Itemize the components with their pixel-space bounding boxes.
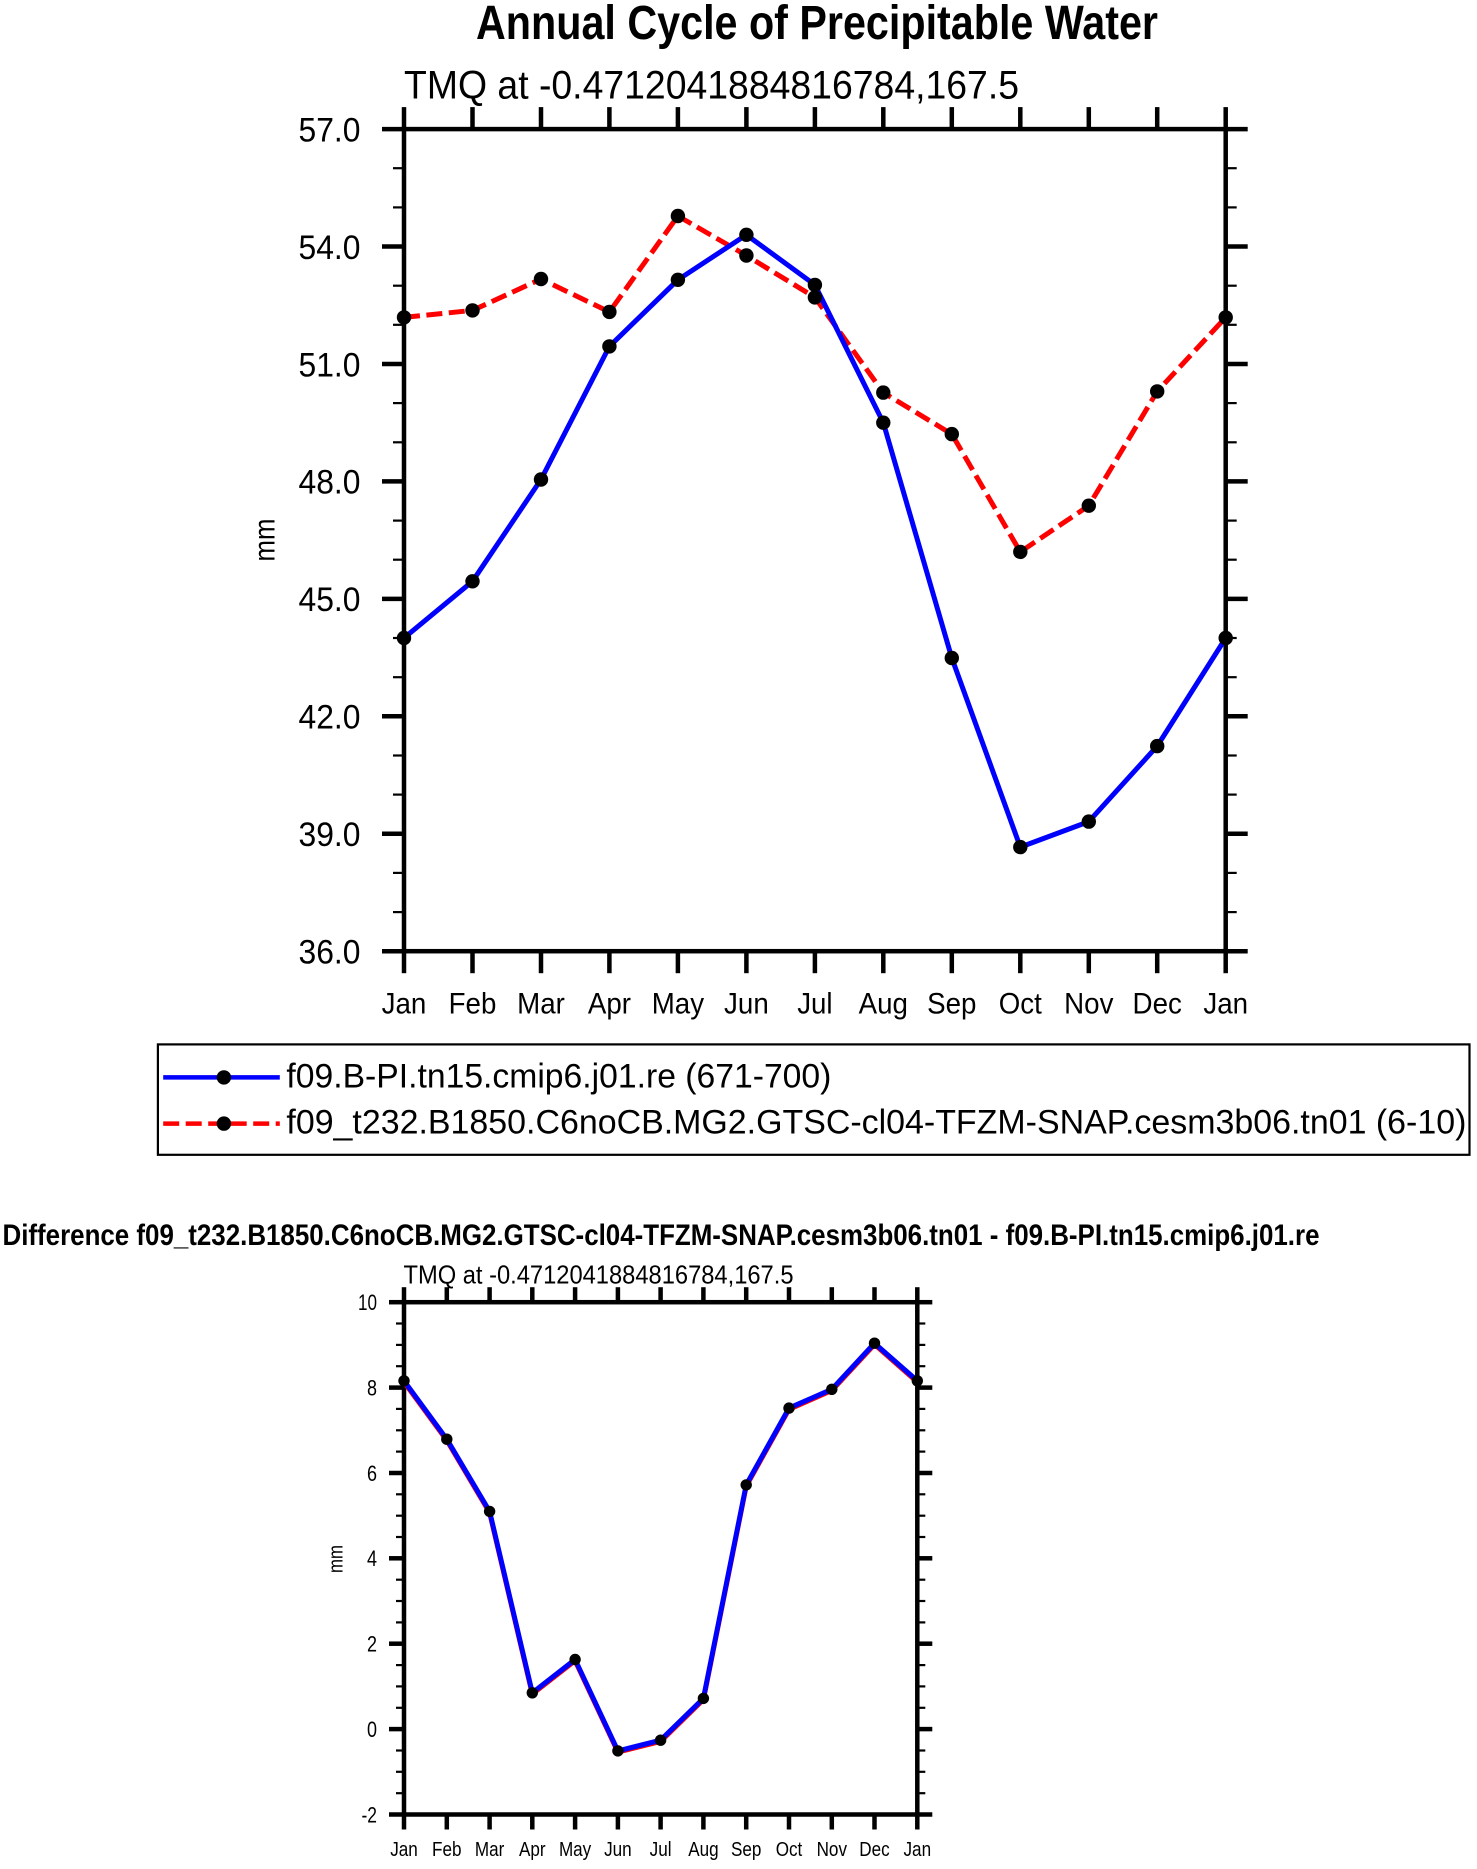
svg-text:mm: mm xyxy=(325,1545,348,1573)
svg-text:f09_t232.B1850.C6noCB.MG2.GTSC: f09_t232.B1850.C6noCB.MG2.GTSC-cl04-TFZM… xyxy=(286,1104,1466,1142)
svg-text:Jul: Jul xyxy=(797,988,832,1021)
svg-text:57.0: 57.0 xyxy=(299,111,361,149)
svg-text:54.0: 54.0 xyxy=(299,229,361,267)
svg-text:Aug: Aug xyxy=(859,988,908,1021)
svg-text:Sep: Sep xyxy=(927,988,976,1021)
svg-text:Dec: Dec xyxy=(1133,988,1182,1021)
svg-text:0: 0 xyxy=(367,1717,377,1742)
svg-text:Difference f09_t232.B1850.C6no: Difference f09_t232.B1850.C6noCB.MG2.GTS… xyxy=(3,1219,1320,1252)
svg-text:Oct: Oct xyxy=(999,988,1043,1021)
svg-text:May: May xyxy=(559,1838,592,1861)
svg-text:39.0: 39.0 xyxy=(299,816,361,854)
svg-text:f09.B-PI.tn15.cmip6.j01.re (67: f09.B-PI.tn15.cmip6.j01.re (671-700) xyxy=(286,1058,831,1096)
svg-text:Jan: Jan xyxy=(904,1838,932,1861)
svg-text:-2: -2 xyxy=(362,1802,378,1827)
svg-text:May: May xyxy=(652,988,704,1021)
svg-text:10: 10 xyxy=(358,1290,377,1315)
svg-text:42.0: 42.0 xyxy=(299,699,361,737)
svg-text:2: 2 xyxy=(367,1632,377,1657)
svg-text:Oct: Oct xyxy=(776,1838,803,1861)
svg-text:Feb: Feb xyxy=(449,988,497,1021)
svg-text:Jun: Jun xyxy=(604,1838,632,1861)
svg-text:Jan: Jan xyxy=(1203,988,1248,1021)
svg-text:Mar: Mar xyxy=(475,1838,505,1861)
svg-text:Aug: Aug xyxy=(688,1838,718,1861)
svg-text:51.0: 51.0 xyxy=(299,346,361,384)
svg-text:Jun: Jun xyxy=(724,988,769,1021)
svg-text:Feb: Feb xyxy=(432,1838,462,1861)
svg-text:Jul: Jul xyxy=(650,1838,672,1861)
svg-text:Jan: Jan xyxy=(390,1838,418,1861)
svg-text:mm: mm xyxy=(249,519,282,562)
svg-text:TMQ at -0.4712041884816784,167: TMQ at -0.4712041884816784,167.5 xyxy=(404,64,1019,108)
svg-text:Nov: Nov xyxy=(817,1838,848,1861)
svg-text:Jan: Jan xyxy=(382,988,427,1021)
svg-text:45.0: 45.0 xyxy=(299,581,361,619)
svg-text:Annual Cycle of Precipitable W: Annual Cycle of Precipitable Water xyxy=(476,0,1158,50)
svg-text:Dec: Dec xyxy=(859,1838,889,1861)
svg-text:Apr: Apr xyxy=(588,988,631,1021)
svg-text:TMQ at -0.4712041884816784,167: TMQ at -0.4712041884816784,167.5 xyxy=(404,1260,794,1290)
svg-text:6: 6 xyxy=(367,1461,377,1486)
svg-text:8: 8 xyxy=(367,1375,377,1400)
svg-text:36.0: 36.0 xyxy=(299,934,361,972)
svg-text:Sep: Sep xyxy=(731,1838,761,1861)
svg-text:Mar: Mar xyxy=(517,988,565,1021)
svg-text:4: 4 xyxy=(367,1546,377,1571)
svg-text:Nov: Nov xyxy=(1064,988,1113,1021)
svg-text:Apr: Apr xyxy=(519,1838,546,1861)
svg-text:48.0: 48.0 xyxy=(299,464,361,502)
